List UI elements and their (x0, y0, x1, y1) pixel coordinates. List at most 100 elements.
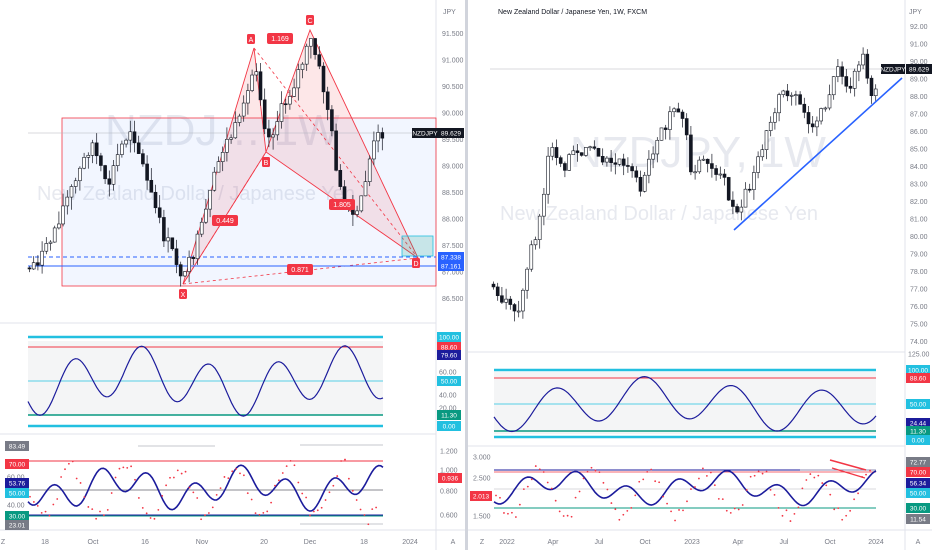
signal-dot (642, 478, 645, 481)
candle-body (844, 76, 849, 87)
left-price-tag: 87.338 (441, 255, 461, 262)
target-zone-box[interactable] (401, 235, 434, 257)
signal-dot (79, 482, 82, 484)
pattern-point-b: B (264, 160, 269, 167)
candle-body (69, 186, 74, 198)
signal-dot (542, 471, 545, 473)
signal-dot (646, 470, 649, 473)
right-osc2: 72.77 70.00 56.34 50.00 30.00 11.54 3.000 2.50… (470, 455, 930, 524)
right-pane-bg (468, 0, 932, 550)
left-time-tick: Oct (88, 539, 99, 546)
osc-value-tag-bg (437, 376, 461, 386)
signal-dot (797, 506, 800, 509)
signal-dot (837, 507, 840, 510)
right-price-tick: 82.00 (910, 199, 928, 206)
left-price-tick: 86.500 (442, 296, 464, 303)
signal-dot (99, 510, 101, 513)
osc-value-tag-bg (437, 332, 461, 342)
signal-dot (137, 497, 140, 499)
osc-value-tag: 11.30 (441, 413, 457, 420)
signal-dot (277, 479, 280, 482)
candle-body (512, 304, 517, 312)
candle-body (372, 140, 376, 160)
candle-body (663, 127, 668, 130)
candle-body (170, 237, 175, 250)
signal-dot (375, 506, 378, 509)
candle-body (495, 286, 500, 297)
signal-dot (64, 468, 66, 471)
right-price-tick: 88.00 (910, 94, 928, 101)
signal-dot (219, 487, 222, 490)
osc-value-tag-bg (906, 514, 930, 524)
candle-body (363, 181, 368, 197)
divergence-arrow-2[interactable] (831, 467, 866, 479)
trendline[interactable] (733, 77, 903, 231)
osc-value-tag-bg (5, 488, 29, 498)
signal-dot (821, 482, 824, 484)
right-time-tick: 2024 (868, 539, 884, 546)
candle-body (672, 108, 676, 113)
right-price-tick: 84.00 (910, 164, 928, 171)
osc-value-tag-bg (437, 421, 461, 431)
candle-body (313, 38, 317, 55)
left-price-tick: 87.500 (442, 243, 464, 250)
osc-value-tag: 50.00 (910, 402, 927, 409)
signal-dot (713, 484, 716, 487)
candle-body (533, 239, 538, 246)
candle-body (237, 115, 242, 123)
candle-body (300, 63, 305, 70)
candle-body (48, 241, 53, 244)
candle-body (609, 157, 613, 164)
signal-dot (526, 485, 529, 488)
candle-body (86, 155, 91, 158)
signal-dot (662, 495, 665, 498)
candle-body (743, 188, 748, 208)
signal-dot (534, 465, 537, 467)
signal-dot (52, 503, 55, 506)
left-price-tick: 88.500 (442, 190, 464, 197)
right-price-tick: 79.00 (910, 252, 928, 259)
osc-axis-tick: 1.200 (440, 449, 458, 456)
signal-dot (678, 509, 680, 511)
signal-dot (781, 514, 784, 517)
candle-body (815, 120, 819, 128)
candle-body (613, 162, 618, 165)
signal-dot (130, 465, 133, 468)
signal-dot (658, 481, 661, 484)
left-time-tick: 2024 (402, 539, 418, 546)
osc-value-tag-bg (437, 342, 461, 352)
signal-dot (682, 509, 684, 512)
candle-body (61, 205, 65, 225)
right-price-tick: 90.00 (910, 59, 928, 66)
candle-body (254, 71, 259, 76)
osc-axis-tick: 20.00 (439, 406, 457, 413)
signal-dot (753, 474, 756, 477)
signal-dot (102, 514, 105, 517)
candle-body (600, 156, 605, 163)
left-symbol-tag-bg (412, 128, 438, 138)
signal-dot (705, 475, 708, 477)
right-time-tick: 2022 (499, 539, 515, 546)
osc-value-tag-bg (906, 418, 930, 428)
osc-value-tag: 24.44 (910, 421, 927, 428)
right-price-tick: 85.00 (910, 147, 928, 154)
candle-body (693, 171, 697, 174)
candle-body (701, 158, 706, 161)
osc-value-tag: 0.00 (443, 424, 456, 431)
candle-body (78, 167, 82, 182)
osc-value-tag: 70.00 (910, 470, 927, 477)
pane-divider[interactable] (465, 0, 468, 550)
candle-body (558, 157, 563, 164)
signal-dot (638, 480, 641, 483)
signal-dot (702, 467, 704, 470)
signal-dot (741, 504, 744, 506)
candle-body (823, 107, 828, 110)
signal-dot (91, 508, 94, 511)
signal-dot (614, 508, 617, 511)
candle-body (781, 90, 786, 95)
signal-dot (634, 494, 637, 497)
candle-body (848, 85, 853, 89)
divergence-arrow[interactable] (829, 459, 867, 471)
candle-body (376, 132, 380, 142)
